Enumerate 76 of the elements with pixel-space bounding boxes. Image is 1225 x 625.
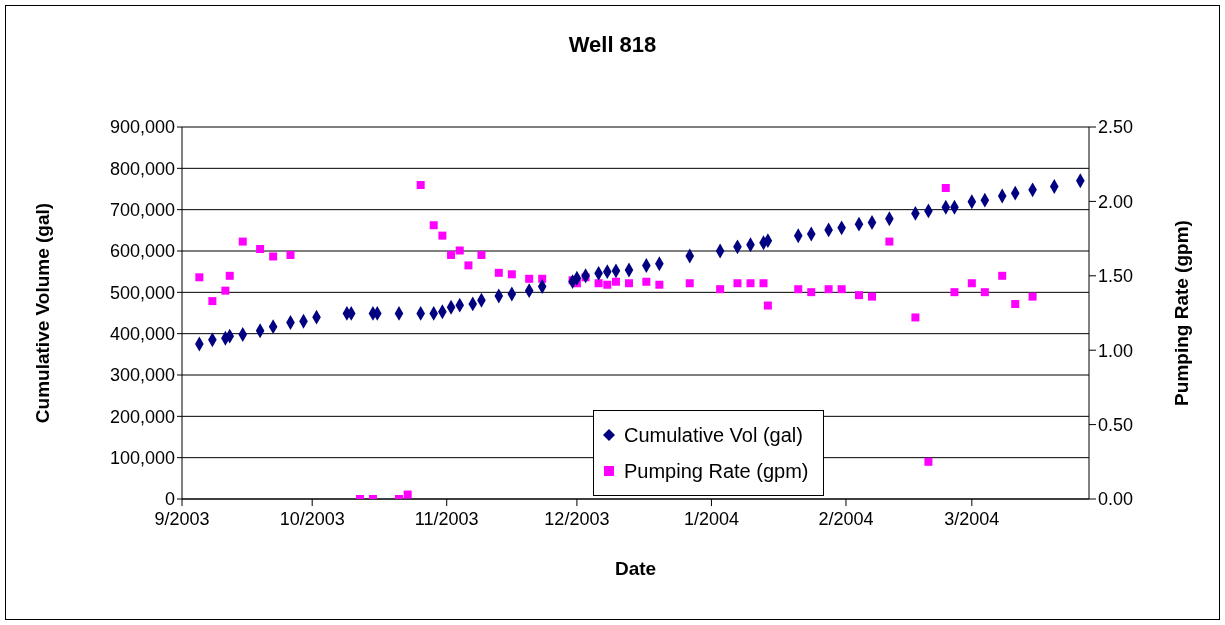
y-tick-label: 100,000 xyxy=(109,448,175,469)
point xyxy=(269,252,278,261)
point xyxy=(924,457,933,466)
point xyxy=(716,285,725,294)
point xyxy=(624,279,633,288)
point xyxy=(256,245,265,254)
y-tick-label: 900,000 xyxy=(109,117,175,138)
x-tick-label: 3/2004 xyxy=(944,508,1000,529)
point xyxy=(911,313,920,322)
point xyxy=(429,221,438,230)
point xyxy=(225,271,234,280)
point xyxy=(746,279,755,288)
point xyxy=(416,181,425,190)
point xyxy=(824,285,833,294)
x-tick-label: 11/2003 xyxy=(414,508,479,529)
y-tick-label: 800,000 xyxy=(109,158,175,179)
point xyxy=(477,250,486,259)
x-tick-label: 9/2003 xyxy=(154,508,210,529)
point xyxy=(611,277,620,286)
y-tick-label: 500,000 xyxy=(109,282,175,303)
point xyxy=(438,231,447,240)
point xyxy=(594,279,603,288)
legend-label: Pumping Rate (gpm) xyxy=(624,459,809,484)
point xyxy=(507,270,516,279)
point xyxy=(998,271,1007,280)
point xyxy=(208,297,217,306)
y-tick-label: 300,000 xyxy=(109,365,175,386)
y2-tick-label: 0.50 xyxy=(1098,414,1134,435)
y2-tick-label: 0.00 xyxy=(1098,489,1134,510)
legend-label: Cumulative Vol (gal) xyxy=(624,423,803,448)
point xyxy=(494,268,503,277)
point xyxy=(221,286,230,295)
y2-tick-label: 2.50 xyxy=(1098,117,1134,138)
x-tick-label: 2/2004 xyxy=(818,508,874,529)
y-axis-title: Cumulative Volume (gal) xyxy=(31,202,53,424)
point xyxy=(603,280,612,289)
point xyxy=(807,288,816,297)
y2-tick-label: 1.50 xyxy=(1098,266,1134,287)
point xyxy=(733,279,742,288)
point xyxy=(455,246,464,255)
point xyxy=(1011,300,1020,309)
point xyxy=(464,261,473,270)
point xyxy=(855,291,863,300)
x-axis-title: Date xyxy=(614,558,657,579)
point xyxy=(967,279,976,288)
point xyxy=(950,288,959,297)
chart-title: Well 818 xyxy=(567,32,658,58)
point xyxy=(868,292,877,301)
point xyxy=(759,279,768,288)
point xyxy=(837,285,846,294)
x-tick-label: 1/2004 xyxy=(683,508,739,529)
y2-tick-label: 1.00 xyxy=(1098,340,1134,361)
y2-axis-title: Pumping Rate (gpm) xyxy=(1170,220,1192,406)
point xyxy=(447,250,456,259)
y-tick-label: 600,000 xyxy=(109,241,175,262)
point xyxy=(941,184,950,193)
y-tick-label: 700,000 xyxy=(109,200,175,221)
point xyxy=(286,250,295,259)
point xyxy=(885,237,894,246)
point xyxy=(195,273,204,282)
y-tick-label: 0 xyxy=(164,489,175,510)
point xyxy=(525,274,534,283)
y2-tick-label: 2.00 xyxy=(1098,191,1134,212)
y-tick-label: 400,000 xyxy=(109,324,175,345)
point xyxy=(655,280,664,289)
point xyxy=(685,279,694,288)
point xyxy=(238,237,247,246)
x-tick-label: 10/2003 xyxy=(279,508,345,529)
point xyxy=(1028,292,1037,301)
y-tick-label: 200,000 xyxy=(109,406,175,427)
point xyxy=(980,288,989,297)
point xyxy=(794,285,803,294)
x-tick-label: 12/2003 xyxy=(544,508,610,529)
point xyxy=(642,277,651,286)
point xyxy=(763,301,772,310)
point xyxy=(403,490,412,499)
